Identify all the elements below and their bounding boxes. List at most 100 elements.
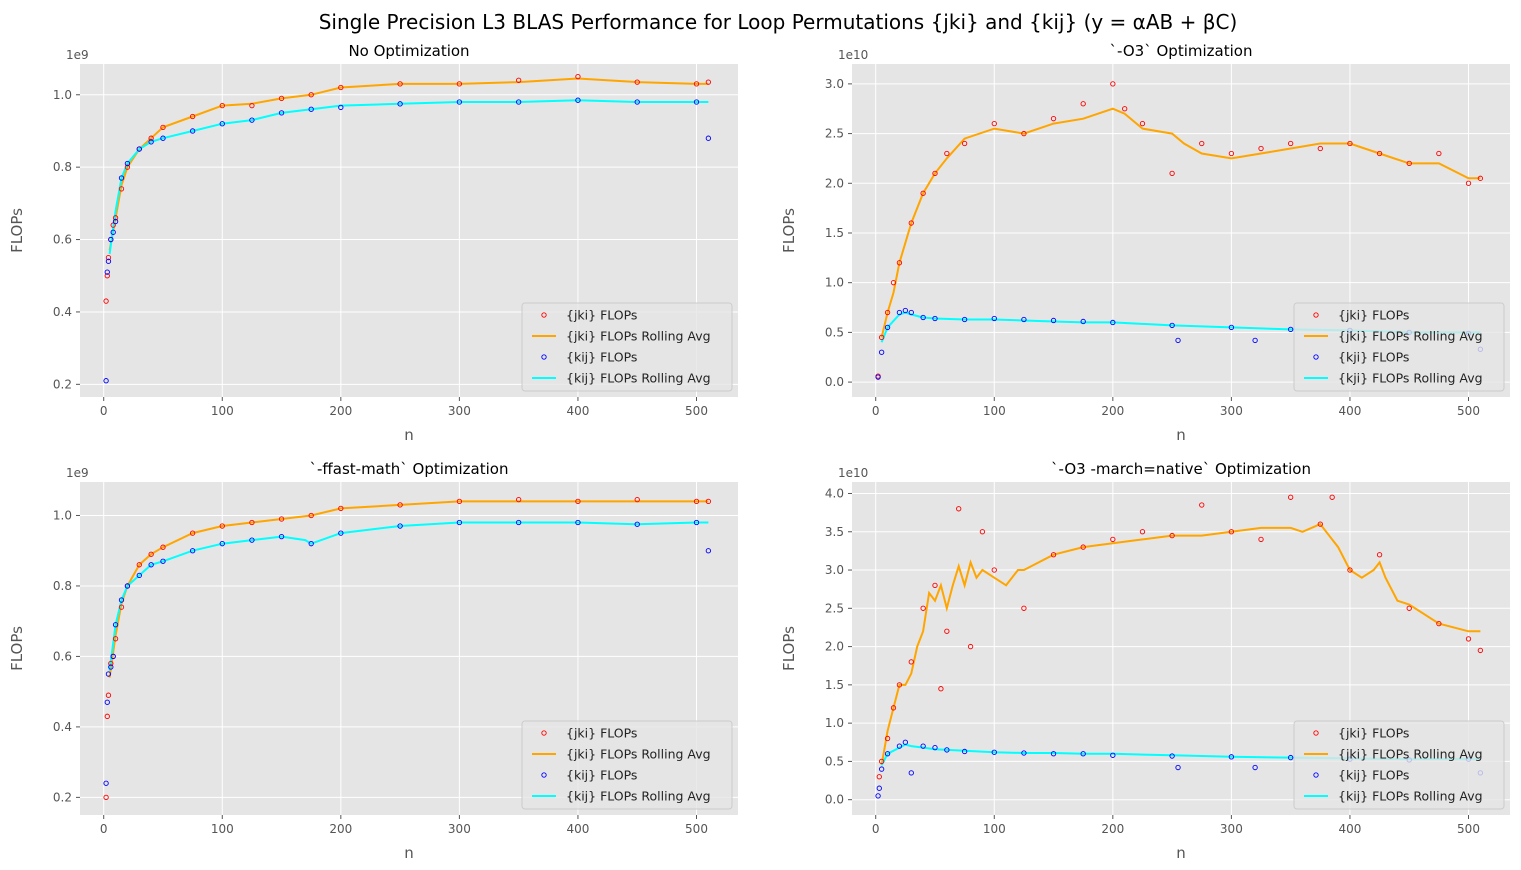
legend-label: {kij} FLOPs (566, 350, 637, 365)
data-point (1317, 145, 1323, 152)
axis-scale-label: 1e9 (66, 48, 89, 62)
legend-marker-swatch (1313, 312, 1319, 318)
y-tick-label: 3.0 (825, 563, 844, 577)
series-line-3 (108, 521, 709, 671)
data-point (876, 774, 882, 780)
subplot-title: `-O3 -march=native` Optimization (1051, 460, 1311, 478)
legend-label: {kji} FLOPs Rolling Avg (1338, 371, 1483, 386)
data-point (1406, 160, 1412, 167)
y-tick-label: 0.2 (53, 790, 72, 804)
series-line-1 (880, 107, 1481, 338)
data-point (219, 541, 225, 547)
legend-frame (521, 720, 733, 810)
data-point (908, 770, 914, 776)
data-point (961, 140, 968, 147)
y-tick-label: 2.5 (825, 601, 844, 615)
data-point (944, 150, 950, 157)
data-point (219, 121, 225, 127)
x-tick-label: 500 (685, 822, 708, 836)
data-point (884, 309, 891, 316)
data-point (148, 135, 154, 141)
data-point (148, 139, 154, 145)
subplot-title: `-O3` Optimization (1110, 42, 1253, 60)
x-axis-label: n (1176, 426, 1186, 444)
data-point (890, 280, 897, 286)
data-point (124, 164, 131, 170)
y-tick-label: 4.0 (825, 486, 844, 500)
data-point (1465, 636, 1472, 642)
x-tick-label: 200 (1101, 822, 1124, 836)
data-point (575, 97, 581, 103)
subplot-title: No Optimization (348, 42, 469, 60)
data-point (278, 516, 285, 522)
x-tick-label: 100 (211, 404, 234, 418)
data-point (456, 81, 463, 87)
subplot-4: 0 100 200 300 400 500 0.0 0.5 1.0 1.5 2.0 2.5 3.0 3.5… (780, 460, 1510, 862)
data-point (693, 81, 700, 87)
data-point (516, 99, 522, 105)
data-point (1080, 751, 1086, 757)
data-point (1347, 140, 1353, 147)
data-point (516, 496, 522, 503)
data-point (1139, 120, 1146, 127)
legend: {jki} FLOPs {jki} FLOPs Rolling Avg {kij} … (521, 720, 733, 810)
data-point (1228, 150, 1235, 157)
y-tick-label: 2.5 (825, 127, 844, 141)
data-point (1347, 567, 1353, 573)
x-tick-label: 400 (1338, 404, 1361, 418)
data-point (104, 699, 110, 705)
data-point (1199, 140, 1205, 147)
data-point (1317, 521, 1323, 527)
legend: {jki} FLOPs {jki} FLOPs Rolling Avg {kij} … (521, 302, 733, 392)
legend-label: {jki} FLOPs (1338, 308, 1409, 323)
data-point (1021, 130, 1027, 137)
data-point (1169, 170, 1175, 176)
data-point (908, 220, 914, 226)
data-point (1110, 536, 1116, 543)
y-tick-label: 0.0 (825, 793, 844, 807)
data-point (136, 562, 142, 568)
data-point (160, 544, 166, 550)
data-point (148, 562, 154, 568)
data-point (249, 519, 255, 526)
data-point (991, 567, 997, 573)
data-point (136, 146, 142, 152)
data-point (1477, 175, 1484, 181)
data-point (1329, 494, 1335, 500)
data-point (932, 744, 938, 751)
x-tick-label: 0 (872, 404, 880, 418)
data-point (160, 558, 166, 564)
data-point (516, 519, 522, 526)
data-point (1050, 317, 1057, 324)
data-point (112, 218, 119, 225)
legend-marker-swatch (1313, 730, 1319, 736)
x-tick-label: 100 (983, 404, 1006, 418)
legend-label: {jki} FLOPs (566, 726, 637, 741)
legend-label: {jki} FLOPs Rolling Avg (1338, 329, 1483, 344)
data-point (1110, 752, 1116, 758)
data-point (705, 498, 712, 505)
data-point (1175, 764, 1181, 771)
series-line-3 (108, 99, 709, 255)
data-point (397, 81, 403, 87)
data-point (118, 597, 125, 603)
data-point (1228, 529, 1235, 535)
data-point (1139, 529, 1146, 535)
x-tick-label: 300 (1220, 404, 1243, 418)
data-point (124, 583, 131, 589)
data-point (938, 686, 944, 692)
data-point (693, 498, 700, 505)
data-point (1122, 106, 1128, 112)
y-tick-label: 3.0 (825, 77, 844, 91)
x-tick-label: 300 (1220, 822, 1243, 836)
data-point (1050, 116, 1057, 122)
data-point (1169, 753, 1175, 759)
data-point (118, 175, 125, 181)
data-point (1436, 150, 1442, 157)
data-point (634, 496, 640, 503)
y-tick-label: 0.2 (53, 377, 72, 391)
data-point (634, 521, 640, 527)
data-point (105, 254, 112, 261)
data-point (896, 309, 903, 316)
figure-title: Single Precision L3 BLAS Performance for… (319, 10, 1238, 34)
